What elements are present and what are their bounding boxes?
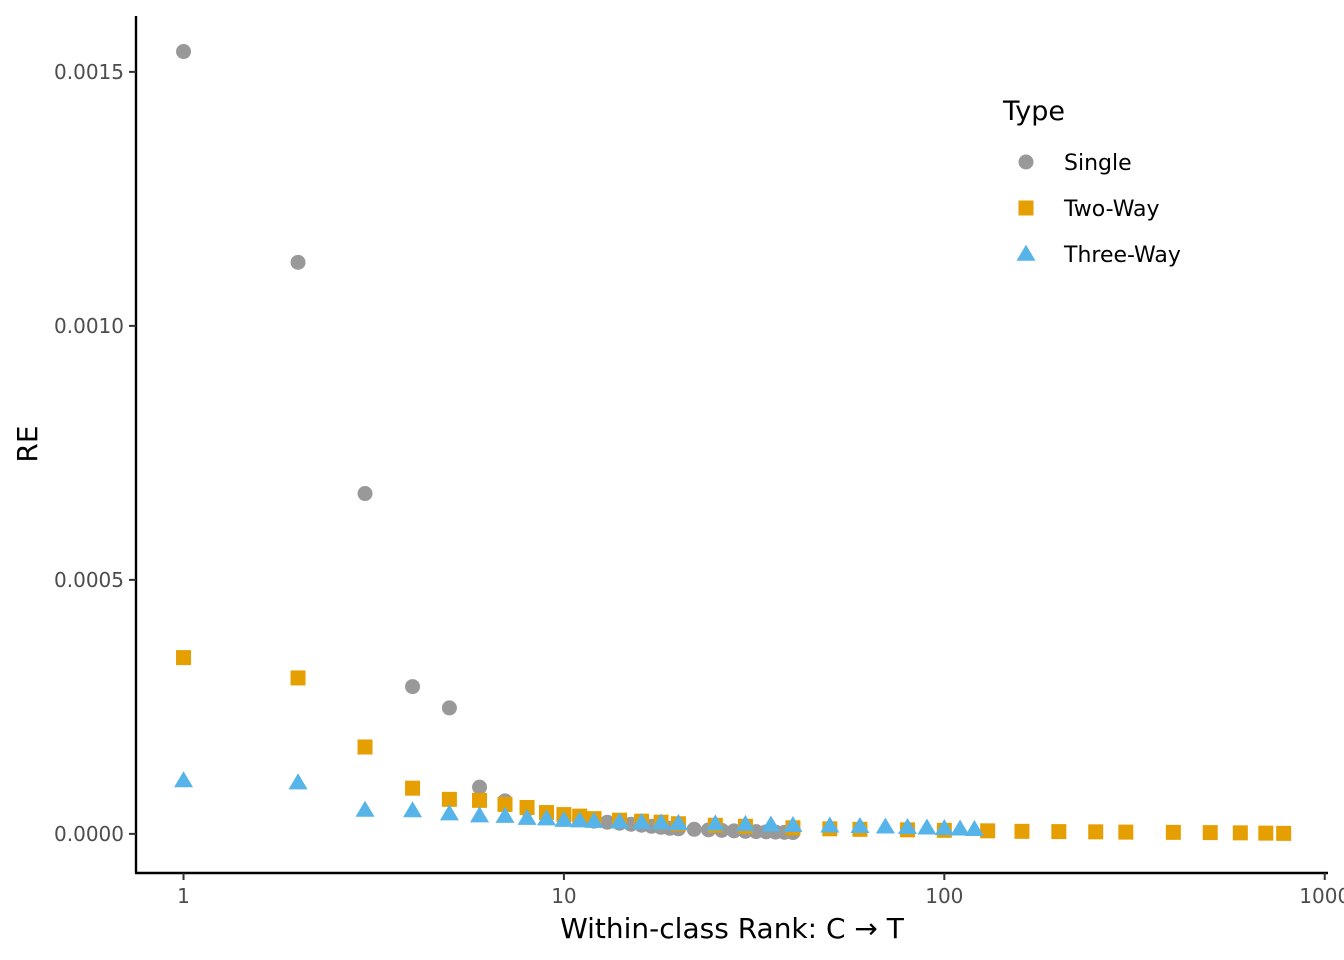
data-point — [964, 820, 984, 837]
data-point — [405, 780, 421, 796]
data-point — [1232, 825, 1248, 841]
data-point — [174, 771, 194, 788]
legend-item-three-way: Three-Way — [1016, 243, 1181, 268]
data-point — [441, 700, 457, 716]
legend-item-single: Single — [1018, 151, 1132, 176]
series-single — [176, 44, 801, 841]
legend-label: Two-Way — [1063, 197, 1160, 222]
legend-item-two-way: Two-Way — [1018, 197, 1160, 222]
data-point — [1014, 823, 1030, 839]
legend-label: Single — [1064, 151, 1132, 176]
x-tick-label: 1 — [177, 884, 190, 908]
y-tick-label: 0.0010 — [54, 314, 124, 338]
data-point — [176, 650, 192, 666]
data-point — [497, 796, 513, 812]
data-point — [950, 819, 970, 836]
data-point — [554, 810, 574, 827]
data-point — [850, 816, 870, 834]
data-point — [519, 799, 535, 815]
data-point — [632, 812, 652, 829]
data-point — [980, 823, 996, 839]
data-point — [897, 817, 917, 835]
axes — [134, 16, 1328, 875]
data-point — [357, 486, 373, 502]
legend-key-triangle — [1016, 244, 1036, 261]
legend-key-square — [1018, 200, 1034, 216]
data-point — [917, 818, 937, 835]
data-point — [441, 791, 457, 807]
y-axis-title: RE — [11, 425, 44, 462]
data-point — [668, 813, 688, 830]
data-point — [1051, 824, 1067, 840]
data-point — [599, 814, 615, 830]
data-point — [537, 809, 557, 826]
data-point — [290, 670, 306, 686]
data-point — [1088, 824, 1104, 840]
series-two-way — [176, 650, 1292, 841]
data-point — [1202, 825, 1218, 841]
series-three-way — [174, 771, 984, 837]
data-point — [875, 817, 895, 834]
legend-key-circle — [1018, 154, 1034, 170]
data-point — [610, 812, 630, 829]
data-point — [1276, 825, 1292, 841]
data-point — [705, 814, 725, 831]
data-point — [735, 814, 755, 831]
tick-marks-and-labels: 1 10 100 1000 0.0000 0.0005 0.0010 0.0015 — [54, 60, 1344, 908]
data-point — [439, 804, 459, 821]
data-points — [174, 44, 1292, 841]
data-point — [403, 801, 423, 818]
data-point — [584, 811, 604, 828]
x-axis-title: Within-class Rank: C → T — [560, 912, 905, 945]
data-point — [820, 816, 840, 833]
data-point — [495, 806, 515, 823]
data-point — [472, 792, 488, 808]
legend-label: Three-Way — [1063, 243, 1181, 268]
data-point — [934, 818, 954, 836]
y-tick-label: 0.0005 — [54, 568, 124, 592]
legend: Type Single Two-Way Three-Way — [1002, 96, 1181, 268]
data-point — [470, 806, 490, 823]
y-tick-label: 0.0015 — [54, 60, 124, 84]
data-point — [761, 815, 781, 832]
data-point — [651, 813, 671, 830]
data-point — [357, 739, 373, 755]
data-point — [355, 800, 375, 817]
data-point — [290, 254, 306, 270]
data-point — [1118, 824, 1134, 840]
x-tick-label: 10 — [551, 884, 576, 908]
data-point — [288, 773, 308, 790]
data-point — [1165, 824, 1181, 840]
data-point — [570, 811, 590, 828]
data-point — [517, 808, 537, 825]
data-point — [405, 679, 421, 695]
x-tick-label: 1000 — [1299, 884, 1344, 908]
data-point — [783, 815, 803, 832]
data-point — [176, 44, 192, 60]
data-point — [686, 821, 702, 837]
data-point — [472, 779, 488, 795]
data-point — [1258, 825, 1274, 841]
x-tick-label: 100 — [925, 884, 963, 908]
data-point — [726, 823, 742, 839]
y-tick-label: 0.0000 — [54, 822, 124, 846]
legend-title: Type — [1002, 96, 1065, 127]
